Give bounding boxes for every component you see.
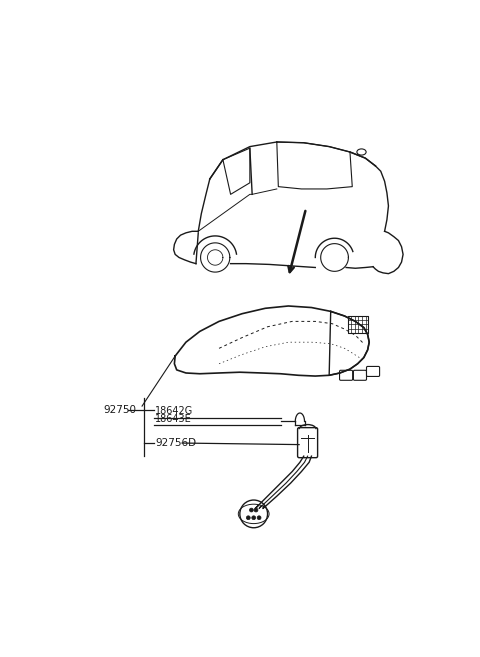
FancyBboxPatch shape bbox=[298, 428, 318, 458]
Circle shape bbox=[250, 508, 253, 512]
FancyBboxPatch shape bbox=[339, 371, 353, 380]
Text: 92750: 92750 bbox=[104, 405, 136, 415]
FancyBboxPatch shape bbox=[353, 371, 367, 380]
Circle shape bbox=[252, 516, 256, 520]
Circle shape bbox=[254, 508, 258, 512]
Text: 18642G: 18642G bbox=[155, 406, 193, 416]
Text: 92756D: 92756D bbox=[155, 438, 196, 448]
Circle shape bbox=[246, 516, 250, 520]
Circle shape bbox=[257, 516, 261, 520]
Circle shape bbox=[240, 500, 267, 528]
Text: 18643E: 18643E bbox=[155, 414, 192, 424]
Bar bbox=[348, 316, 368, 333]
FancyBboxPatch shape bbox=[367, 367, 380, 376]
Ellipse shape bbox=[357, 149, 366, 155]
